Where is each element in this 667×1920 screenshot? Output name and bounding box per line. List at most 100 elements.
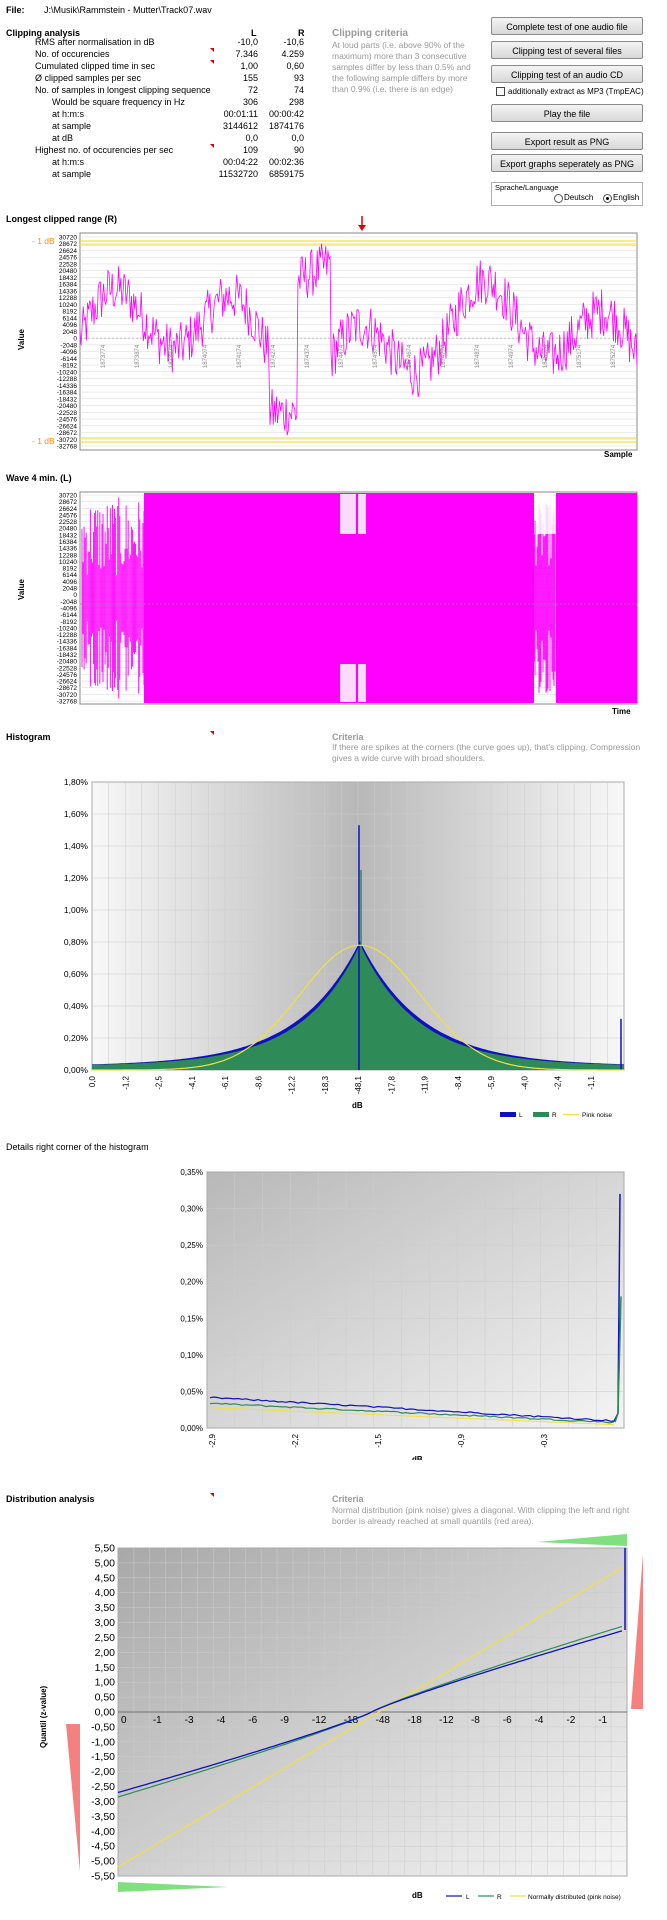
y-tick-label: 0,05%	[180, 1387, 203, 1396]
x-tick-label: -1,1	[587, 1075, 596, 1089]
language-group: Sprache/Language Deutsch English	[491, 182, 643, 206]
stat-value-r: -10,6	[283, 37, 304, 47]
clipping-test-cd-button[interactable]: Clipping test of an audio CD	[491, 65, 643, 83]
db-marker-top: - 1 dB	[32, 236, 55, 246]
clipping-test-several-button[interactable]: Clipping test of several files	[491, 41, 643, 59]
stat-value-l: 155	[242, 73, 258, 83]
x-tick-label: 1874274	[271, 344, 277, 368]
stat-label: RMS after normalisation in dB	[35, 37, 155, 47]
file-path: J:\Musik\Rammstein - Mutter\Track07.wav	[44, 5, 212, 15]
x-tick-label: -5,9	[487, 1075, 496, 1089]
comment-marker	[210, 731, 214, 735]
y-tick-label: 0	[73, 592, 77, 599]
stat-value-r: 4.259	[281, 49, 304, 59]
y-tick-label: -5,50	[91, 1871, 115, 1883]
plot-area	[206, 1171, 625, 1429]
series-l-line	[117, 1630, 623, 1794]
series-r-line	[209, 1402, 615, 1424]
y-tick-label: 8192	[63, 309, 78, 316]
stat-value-r: 00:00:42	[268, 109, 304, 119]
x-tick-label: -6	[503, 1715, 512, 1726]
stat-value-l: 00:01:11	[223, 109, 258, 119]
play-file-button[interactable]: Play the file	[491, 104, 643, 122]
radio-deutsch[interactable]	[554, 194, 563, 203]
y-tick-label: 1,20%	[64, 873, 89, 883]
stat-value-r: 0,60	[286, 61, 304, 71]
y-tick-label: -8192	[60, 363, 77, 370]
red-triangle-left	[66, 1724, 80, 1872]
longest-chart-title: Longest clipped range (R)	[6, 214, 118, 224]
comment-marker	[210, 60, 214, 64]
legend-label-pink: Normally distributed (pink noise)	[528, 1894, 621, 1901]
y-tick-label: -0,50	[91, 1721, 115, 1733]
x-tick-label: -8,6	[254, 1075, 263, 1089]
red-triangle-right	[631, 1554, 643, 1709]
x-tick-label: -2,5	[155, 1075, 164, 1089]
y-tick-label: 0,30%	[180, 1205, 203, 1214]
wave-gap	[358, 664, 366, 702]
wave-chart: 3072028672266242457622528204801843216384…	[17, 491, 638, 716]
stat-label: Ø clipped samples per sec	[35, 73, 142, 83]
x-axis-title: Sample	[604, 450, 633, 459]
y-tick-label: 20480	[59, 526, 77, 533]
y-tick-label: 24576	[59, 512, 77, 519]
x-axis-title: dB	[412, 1455, 423, 1460]
y-tick-label: 22528	[59, 519, 77, 526]
export-result-button[interactable]: Export result as PNG	[491, 132, 643, 150]
radio-english[interactable]	[603, 194, 612, 203]
stat-value-r: 1874176	[268, 121, 304, 131]
y-tick-label: 22528	[59, 261, 77, 268]
legend-label-l: L	[519, 1112, 523, 1119]
green-triangle-bottom	[118, 1882, 228, 1892]
complete-test-button[interactable]: Complete test of one audio file	[491, 17, 643, 35]
y-tick-label: 4096	[63, 579, 78, 586]
x-tick-label: 1874774	[441, 344, 447, 368]
y-tick-label: -30720	[57, 692, 78, 699]
stat-label: Cumulated clipped time in sec	[35, 61, 156, 71]
wave-gap	[536, 494, 556, 534]
x-tick-label: -2,9	[208, 1433, 217, 1447]
y-tick-label: 0,25%	[180, 1241, 203, 1250]
wave-fill	[144, 493, 534, 703]
x-tick-label: -48,1	[354, 1075, 363, 1094]
y-tick-label: -24576	[57, 417, 78, 424]
distribution-criteria-title: Criteria	[332, 1494, 364, 1504]
y-tick-label: 6144	[63, 315, 78, 322]
histogram-criteria-title: Criteria	[332, 732, 364, 742]
x-tick-label: 1875074	[543, 344, 549, 368]
pink-noise-line	[92, 944, 624, 1071]
plot-area	[79, 232, 638, 451]
stat-value-l: 3144612	[222, 121, 258, 131]
y-tick-label: -4096	[60, 349, 77, 356]
mp3-checkbox[interactable]	[496, 87, 505, 96]
signal-line	[79, 243, 638, 436]
y-tick-label: 0	[73, 336, 77, 343]
x-tick-label: 1874674	[407, 344, 413, 368]
y-tick-label: 0,00	[95, 1707, 116, 1719]
comment-marker	[210, 144, 214, 148]
y-tick-label: -16384	[57, 390, 78, 397]
legend-label-l: L	[466, 1894, 470, 1901]
distribution-criteria-text: Normal distribution (pink noise) gives a…	[332, 1505, 630, 1526]
radio-english-label: English	[613, 193, 640, 202]
histogram-chart: 1,80% 1,60% 1,40% 1,20% 1,00% 0,80% 0,60% 0,40%…	[64, 777, 625, 1119]
y-tick-label: 1,50	[95, 1662, 116, 1674]
legend-swatch-l	[500, 1112, 516, 1117]
y-tick-label: 1,80%	[64, 777, 89, 787]
y-tick-label: 4,00	[95, 1587, 116, 1599]
db-marker-bottom: - 1 dB	[32, 436, 55, 446]
wave-gap	[358, 494, 366, 534]
x-tick-label: -0,3	[540, 1433, 549, 1447]
x-tick-label: -1	[598, 1715, 607, 1726]
y-tick-label: -22528	[57, 665, 78, 672]
wave-chart-title: Wave 4 min. (L)	[6, 473, 72, 483]
y-tick-label: -6144	[60, 356, 77, 363]
x-tick-label: -6	[248, 1715, 257, 1726]
export-graphs-button[interactable]: Export graphs seperately as PNG	[491, 154, 643, 172]
x-tick-label: -2,2	[291, 1433, 300, 1447]
x-tick-label: 1875274	[611, 344, 617, 368]
stat-label: at h:m:s	[52, 109, 85, 119]
x-tick-label: 1875174	[577, 344, 583, 368]
x-axis-title: dB	[412, 1891, 423, 1900]
x-tick-label: -4	[535, 1715, 544, 1726]
